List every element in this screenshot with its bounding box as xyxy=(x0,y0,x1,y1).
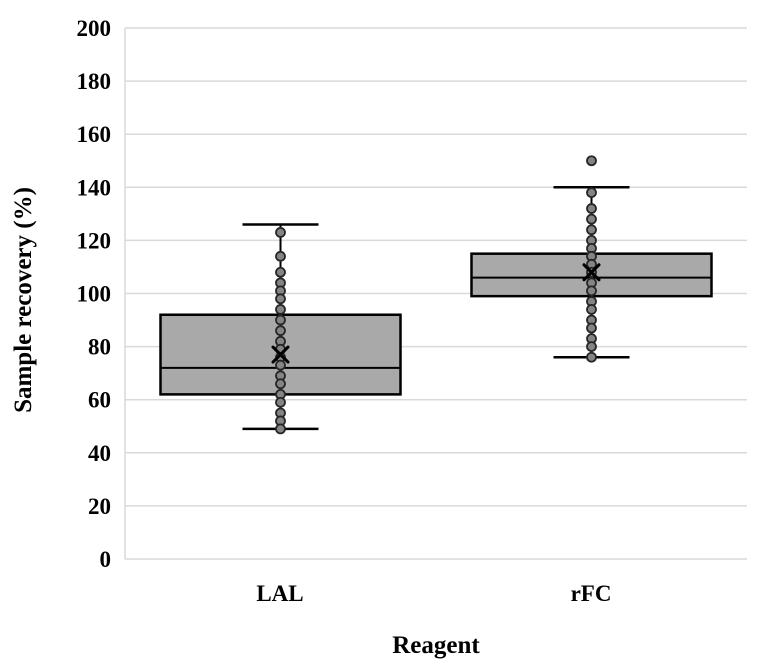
x-axis-title: Reagent xyxy=(392,632,480,659)
data-point xyxy=(275,378,286,390)
mean-marker xyxy=(582,263,601,282)
data-point xyxy=(275,227,286,238)
y-tick-label: 0 xyxy=(100,547,112,572)
box-plots xyxy=(159,155,713,435)
y-tick-label: 20 xyxy=(88,494,111,519)
y-tick-label: 140 xyxy=(77,175,112,200)
data-point xyxy=(586,351,597,363)
box-group-lal xyxy=(159,223,402,435)
data-point xyxy=(275,359,286,371)
data-point xyxy=(586,304,597,315)
mean-marker xyxy=(271,345,290,364)
data-point xyxy=(275,266,286,278)
y-tick-label: 80 xyxy=(88,335,111,360)
y-axis-tick-labels: 0 20 40 60 80 100 120 140 160 180 200 xyxy=(77,16,112,572)
gridlines xyxy=(124,27,747,560)
data-point xyxy=(275,293,286,305)
data-point xyxy=(586,213,597,225)
x-tick-label-rfc: rFC xyxy=(571,581,612,606)
y-tick-label: 180 xyxy=(77,69,112,94)
data-point xyxy=(275,396,286,408)
data-point xyxy=(586,224,597,236)
data-point xyxy=(586,187,597,199)
x-tick-label-lal: LAL xyxy=(256,581,303,606)
data-point xyxy=(275,314,286,326)
data-point xyxy=(586,285,597,297)
box-group-rfc xyxy=(470,155,713,363)
data-point xyxy=(275,304,286,315)
y-tick-label: 120 xyxy=(77,228,112,253)
data-point xyxy=(275,423,286,435)
data-point xyxy=(586,341,597,353)
data-point xyxy=(586,322,597,334)
y-tick-label: 160 xyxy=(77,122,112,147)
y-tick-label: 60 xyxy=(88,388,111,413)
data-point xyxy=(586,203,597,214)
data-point xyxy=(586,155,597,167)
y-tick-label: 100 xyxy=(77,282,112,307)
y-tick-label: 40 xyxy=(88,441,111,466)
x-axis-tick-labels: LAL rFC xyxy=(256,581,611,606)
y-axis-title: Sample recovery (%) xyxy=(10,187,37,413)
data-point xyxy=(275,325,286,337)
y-tick-label: 200 xyxy=(77,16,112,41)
data-point xyxy=(275,250,286,262)
